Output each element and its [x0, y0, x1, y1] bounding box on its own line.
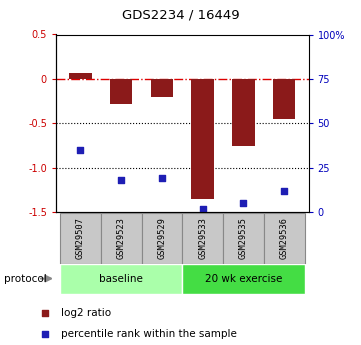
Text: GSM29536: GSM29536	[280, 217, 289, 259]
Bar	[191, 79, 214, 199]
Bar	[101, 213, 142, 264]
Text: log2 ratio: log2 ratio	[61, 308, 111, 318]
Point	[118, 177, 124, 183]
Point	[200, 206, 205, 211]
Bar	[223, 213, 264, 264]
Text: percentile rank within the sample: percentile rank within the sample	[61, 329, 236, 339]
Text: 20 wk exercise: 20 wk exercise	[205, 274, 282, 284]
Text: protocol: protocol	[4, 274, 46, 284]
Bar	[60, 213, 101, 264]
Bar	[182, 213, 223, 264]
Bar	[182, 264, 305, 294]
Point	[329, 26, 335, 32]
Text: baseline: baseline	[99, 274, 143, 284]
Bar	[142, 213, 182, 264]
Point	[240, 200, 246, 206]
Bar	[273, 79, 295, 119]
Bar	[60, 264, 182, 294]
Point	[329, 218, 335, 224]
Bar	[232, 79, 255, 146]
Text: GSM29529: GSM29529	[157, 217, 166, 259]
Text: GSM29507: GSM29507	[76, 217, 85, 259]
Text: GDS2234 / 16449: GDS2234 / 16449	[122, 9, 239, 22]
Text: GSM29533: GSM29533	[198, 217, 207, 259]
Text: GSM29523: GSM29523	[117, 217, 126, 259]
Text: GSM29535: GSM29535	[239, 217, 248, 259]
Bar	[110, 79, 132, 104]
Bar	[69, 73, 92, 79]
Point	[78, 147, 83, 153]
Bar	[264, 213, 305, 264]
Point	[281, 188, 287, 194]
Point	[159, 176, 165, 181]
Bar	[151, 79, 173, 97]
